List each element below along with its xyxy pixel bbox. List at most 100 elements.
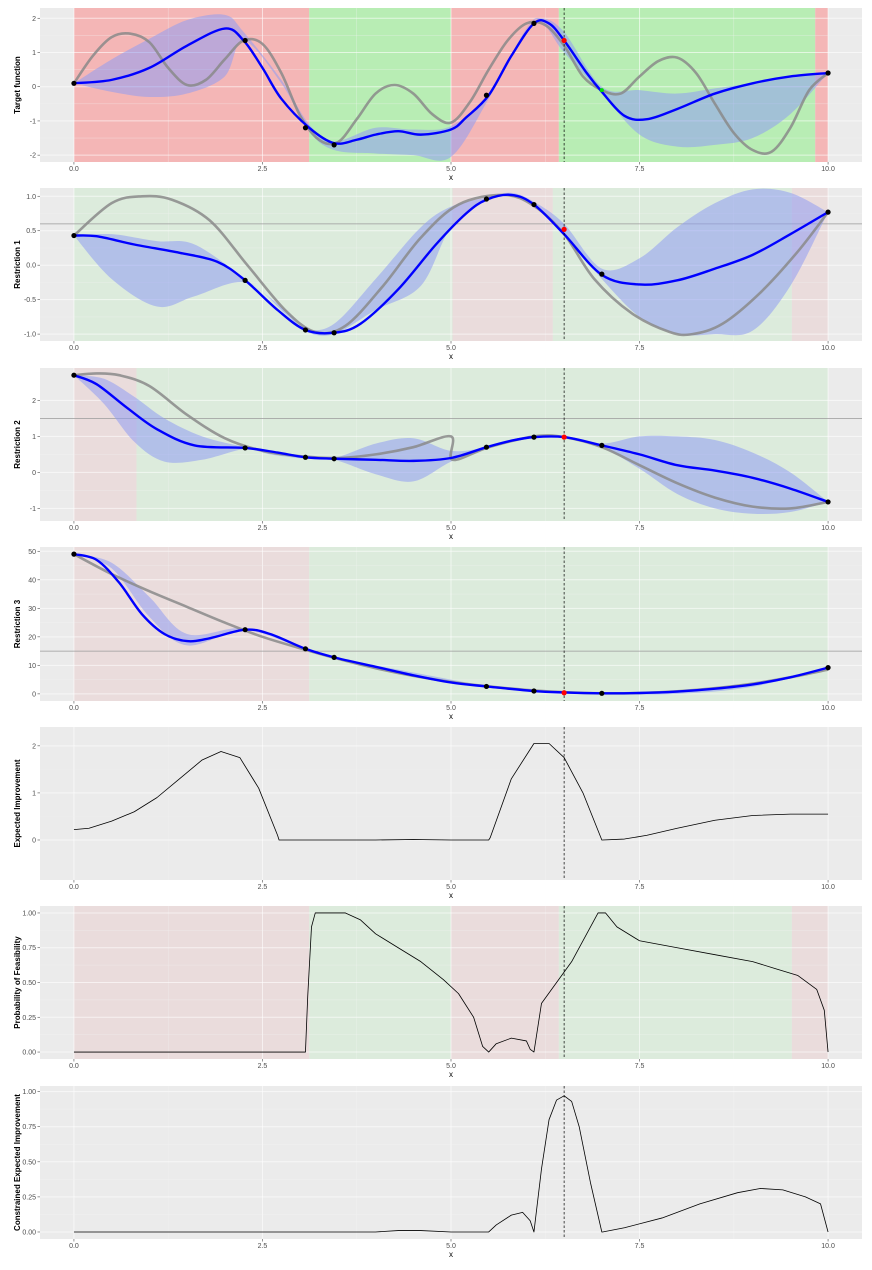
panel-1: 0.0 2.5 5.0 7.5 10.0 x -2 -1 0 1 2 Target function — [13, 8, 862, 182]
x-axis-title: x — [449, 352, 453, 361]
y-tick-label: 2 — [32, 16, 36, 23]
true-function-line — [73, 193, 830, 337]
observation-point — [483, 92, 490, 98]
y-tick-label: -2 — [30, 153, 36, 160]
plot-area — [73, 188, 830, 337]
observation-point — [302, 646, 309, 652]
uncertainty-band — [73, 14, 829, 161]
y-tick-label: 0.75 — [22, 945, 36, 952]
y-tick-label: 1 — [32, 50, 36, 57]
x-axis-title: x — [449, 173, 453, 182]
x-tick-label: 10.0 — [821, 1243, 835, 1250]
observation-point — [531, 201, 537, 208]
y-tick-label: 50 — [28, 549, 36, 556]
x-tick-label: 7.5 — [635, 884, 645, 891]
x-tick-label: 5.0 — [446, 705, 456, 712]
infeasible-region-1 — [73, 547, 310, 701]
observation-point — [483, 444, 490, 450]
y-tick-label: 0.5 — [26, 228, 36, 235]
observation-point — [331, 330, 337, 336]
x-tick-label: 5.0 — [446, 1243, 456, 1250]
observation-point — [599, 690, 605, 696]
x-tick-label: 10.0 — [821, 705, 835, 712]
observation-point — [599, 442, 605, 448]
y-tick-label: 0 — [32, 470, 36, 477]
y-tick-label: 1.00 — [22, 1089, 36, 1096]
y-tick-label: 0 — [32, 691, 36, 698]
observation-point — [825, 70, 831, 76]
observation-point — [825, 499, 831, 505]
panel-7: 0.0 2.5 5.0 7.5 10.0 x 0.00 0.25 0.50 0.75 1.00Con… — [13, 1086, 862, 1259]
x-tick-label: 7.5 — [635, 345, 645, 352]
x-tick-label: 0.0 — [69, 884, 79, 891]
y-axis-title: Target function — [13, 56, 22, 114]
x-tick-label: 7.5 — [635, 1243, 645, 1250]
observation-point — [331, 456, 337, 462]
x-tick-label: 0.0 — [69, 705, 79, 712]
observation-point — [531, 20, 537, 26]
x-axis-title: x — [449, 1250, 453, 1259]
panel-6: 0.0 2.5 5.0 7.5 10.0 x 0.00 0.25 0.50 0.75 1.00 Pro… — [13, 906, 862, 1079]
posterior-mean-line — [73, 552, 829, 695]
observation-point — [71, 372, 77, 378]
observation-point — [483, 196, 490, 202]
x-tick-label: 2.5 — [258, 166, 268, 173]
observation-point — [242, 627, 248, 633]
y-tick-label: 0 — [32, 837, 36, 844]
x-tick-label: 10.0 — [821, 345, 835, 352]
y-axis-title: Constrained Expected Improvement — [13, 1094, 22, 1231]
y-tick-label: 1 — [32, 790, 36, 797]
y-tick-label: 20 — [28, 634, 36, 641]
x-tick-label: 0.0 — [69, 345, 79, 352]
x-tick-label: 0.0 — [69, 1243, 79, 1250]
y-tick-label: 0.75 — [22, 1124, 36, 1131]
gridlines — [40, 906, 862, 1059]
y-tick-label: 1.0 — [26, 194, 36, 201]
x-tick-label: 7.5 — [635, 1063, 645, 1070]
observation-point — [302, 454, 309, 460]
plot-area — [73, 1095, 829, 1233]
gridlines — [40, 727, 862, 880]
x-tick-label: 5.0 — [446, 884, 456, 891]
candidate-point — [561, 434, 567, 440]
posterior-mean-line — [73, 374, 829, 504]
x-tick-label: 10.0 — [821, 1063, 835, 1070]
x-tick-label: 10.0 — [821, 525, 835, 532]
observation-point — [302, 327, 309, 333]
y-tick-label: 0.50 — [22, 980, 36, 987]
y-axis-title: Probability of Feasibility — [13, 936, 22, 1029]
panel-2: 0.0 2.5 5.0 7.5 10.0 x -1.0 -0.5 0.0 0.5 1.0 Restri… — [13, 188, 862, 361]
x-tick-label: 0.0 — [69, 1063, 79, 1070]
x-tick-label: 2.5 — [258, 884, 268, 891]
observation-point — [483, 683, 490, 690]
observation-point — [825, 209, 831, 215]
observation-point — [825, 665, 831, 671]
panel-5: 0.0 2.5 5.0 7.5 10.0 x 0 1 2 Expected Improvement — [13, 727, 862, 900]
plot-area — [73, 912, 829, 1053]
y-axis-title: Restriction 2 — [13, 420, 22, 469]
candidate-point — [561, 226, 567, 232]
x-tick-label: 10.0 — [821, 166, 835, 173]
x-tick-label: 10.0 — [821, 884, 835, 891]
y-tick-label: -1.0 — [24, 332, 36, 339]
infeasible-region-5 — [815, 8, 829, 162]
feasible-region-2 — [309, 547, 829, 701]
plot-area — [73, 552, 829, 695]
y-tick-label: 1 — [32, 434, 36, 441]
plot-area — [73, 372, 829, 515]
x-tick-label: 2.5 — [258, 705, 268, 712]
y-tick-label: 0.00 — [22, 1050, 36, 1057]
observation-point — [71, 80, 77, 86]
y-tick-label: 40 — [28, 577, 36, 584]
uncertainty-band — [73, 375, 829, 515]
posterior-mean-line — [73, 193, 829, 335]
y-tick-label: 1.00 — [22, 910, 36, 917]
observation-point — [599, 271, 605, 277]
y-tick-label: -0.5 — [24, 297, 36, 304]
x-axis-title: x — [449, 532, 453, 541]
true-function-line — [72, 20, 829, 155]
x-tick-label: 7.5 — [635, 705, 645, 712]
x-tick-label: 0.0 — [69, 525, 79, 532]
posterior-mean-line — [73, 19, 829, 145]
